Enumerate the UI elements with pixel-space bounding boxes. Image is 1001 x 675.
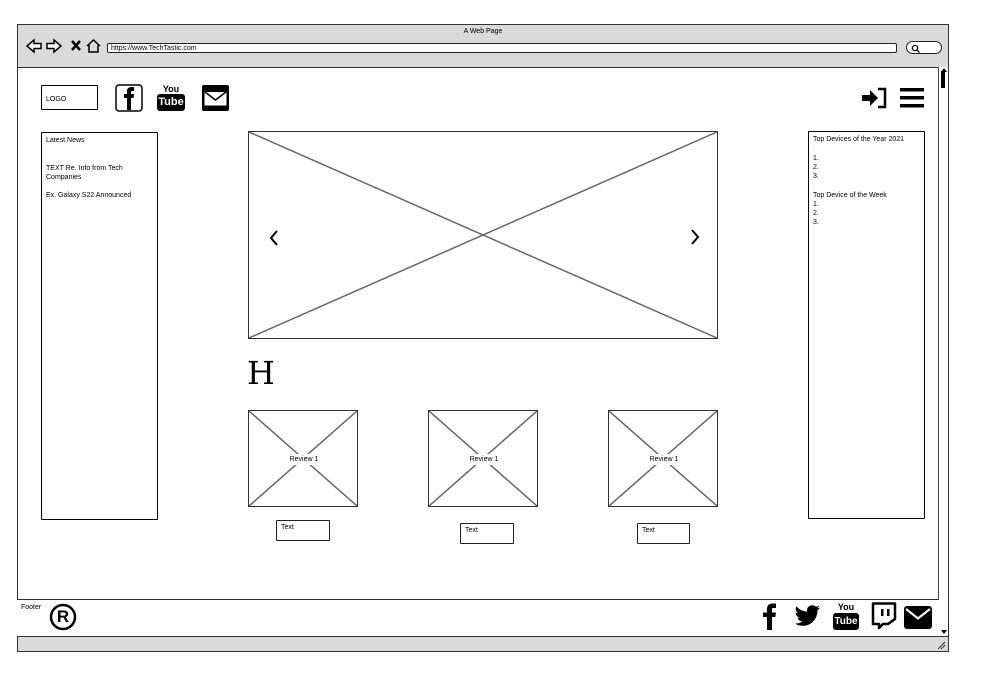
list-item: 1. (813, 155, 819, 162)
carousel-next-arrow-icon[interactable] (689, 228, 701, 246)
footer-youtube-icon[interactable]: You Tube (833, 602, 859, 631)
scrollbar-thumb[interactable] (941, 71, 945, 88)
top-devices-sidebar: Top Devices of the Year 2021 1. 2. 3. To… (808, 131, 925, 519)
forward-icon[interactable] (46, 38, 63, 54)
latest-news-sidebar: Latest News TEXT Re. Info from Tech Comp… (41, 132, 158, 520)
browser-search-field[interactable] (906, 41, 942, 54)
review-caption: Text (637, 523, 690, 544)
review-caption: Text (460, 523, 514, 544)
sidebar-title: Latest News (46, 137, 85, 144)
stop-icon[interactable] (71, 40, 81, 51)
footer-twitch-icon[interactable] (870, 602, 898, 630)
footer-twitter-icon[interactable] (794, 604, 822, 628)
footer-mail-icon[interactable] (903, 605, 933, 630)
window-title: A Web Page (463, 28, 503, 35)
registered-trademark-icon: R (48, 602, 78, 632)
youtube-icon[interactable]: You Tube (157, 84, 185, 112)
news-item: Ex. Galaxy S22 Announced (46, 192, 132, 199)
sidebar-title: Top Devices of the Year 2021 (813, 136, 905, 143)
hamburger-menu-icon[interactable] (899, 86, 925, 110)
scroll-up-arrow-icon[interactable] (941, 68, 947, 72)
resize-grip-icon[interactable] (936, 640, 946, 650)
browser-statusbar (17, 636, 949, 652)
list-item: 2. (813, 164, 819, 171)
url-input[interactable]: https://www.TechTastic.com (107, 43, 897, 53)
logo-text: LOGO (46, 96, 67, 103)
mail-icon[interactable] (201, 84, 230, 112)
login-icon[interactable] (861, 86, 888, 110)
list-item: 1. (813, 201, 819, 208)
review-card-image[interactable]: Review 1 (428, 410, 538, 507)
review-label: Review 1 (645, 454, 683, 465)
list-item: 2. (813, 210, 819, 217)
logo[interactable]: LOGO (41, 85, 98, 110)
footer-label: Footer (21, 604, 42, 611)
list-item: 3. (813, 219, 819, 226)
carousel-prev-arrow-icon[interactable] (268, 229, 280, 247)
sidebar-subtitle: Top Device of the Week (813, 192, 887, 199)
search-icon (911, 44, 920, 53)
news-item: TEXT Re. Info from Tech Companies (46, 165, 123, 181)
back-icon[interactable] (25, 38, 42, 54)
facebook-icon[interactable] (115, 84, 143, 112)
review-label: Review 1 (465, 454, 503, 465)
review-caption: Text (276, 520, 330, 541)
review-card-image[interactable]: Review 1 (248, 410, 358, 507)
list-item: 3. (813, 173, 819, 180)
section-heading: H (247, 354, 275, 392)
home-icon[interactable] (86, 38, 101, 53)
browser-nav-buttons (25, 38, 101, 54)
footer: Footer (17, 599, 939, 636)
review-card-image[interactable]: Review 1 (608, 410, 718, 507)
footer-facebook-icon[interactable] (760, 602, 780, 631)
review-label: Review 1 (285, 454, 323, 465)
scroll-down-arrow-icon[interactable] (941, 630, 947, 634)
image-placeholder (249, 132, 717, 338)
vertical-scrollbar[interactable] (938, 67, 948, 636)
hero-carousel-image[interactable] (248, 131, 718, 339)
